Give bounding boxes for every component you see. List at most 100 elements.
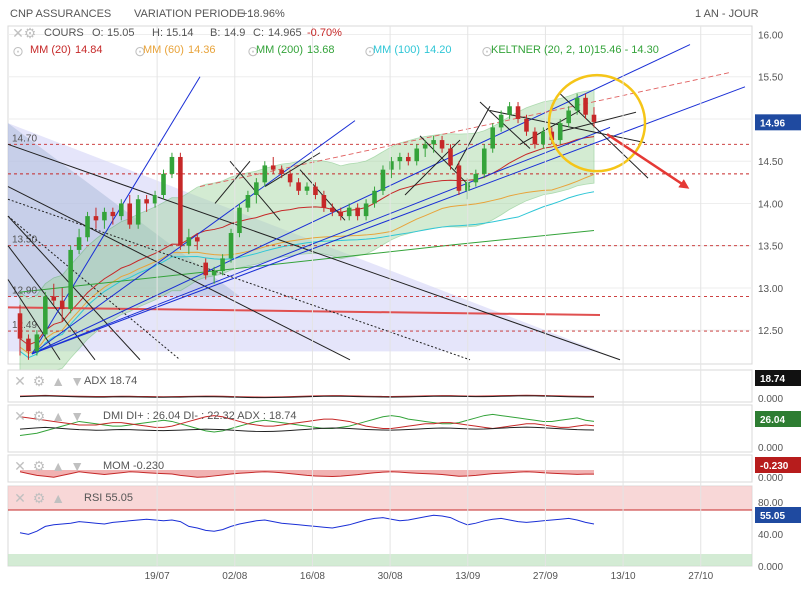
mm60-line (19, 173, 595, 355)
close-icon[interactable]: ✕ (14, 373, 26, 389)
candle-body (422, 144, 428, 149)
candle-body (59, 300, 65, 310)
candle-body (389, 161, 394, 170)
arrow-up-icon[interactable]: ▲ (51, 458, 66, 474)
arrow-up-icon[interactable]: ▲ (51, 490, 66, 506)
close-icon[interactable]: ✕ (14, 408, 26, 424)
price-panel: 16.0015.5015.0014.5014.0013.5013.0012.50… (7, 25, 801, 392)
pitchfork-line (214, 160, 251, 204)
candle-body (490, 127, 495, 149)
candle-body (194, 237, 200, 242)
legend-close: 14.965 (268, 27, 302, 39)
y-tick-label: 13.50 (758, 242, 783, 253)
candle-body (456, 165, 462, 191)
dmi-line-adx (19, 426, 595, 433)
candle-body (51, 296, 57, 301)
candle-body (397, 156, 403, 162)
mom-panel: 0.000-0.230 (7, 454, 801, 484)
pitchfork-line (454, 106, 491, 170)
candle-body (85, 216, 90, 238)
rsi-value-text: 55.05 (105, 492, 133, 504)
candle-body (330, 207, 335, 212)
visibility-icon[interactable]: ⊙ (247, 43, 259, 59)
arrow-down-icon[interactable]: ▼ (70, 373, 85, 389)
close-icon[interactable]: ✕ (14, 458, 26, 474)
gear-icon[interactable]: ⚙ (23, 25, 37, 41)
legend-cours: COURS (44, 27, 84, 39)
mom-area (20, 470, 594, 478)
fan-line (7, 215, 141, 361)
value-badge (755, 457, 801, 473)
gear-icon[interactable]: ⚙ (32, 408, 46, 424)
legend-mm60: 14.36 (188, 44, 216, 56)
y-tick-label: 0.000 (758, 394, 783, 405)
legend-open: 15.05 (107, 27, 135, 39)
candle-body (574, 97, 580, 111)
candle-body (152, 195, 158, 204)
candle-body (237, 207, 242, 234)
period-label[interactable]: 1 AN - JOUR (695, 8, 759, 20)
highlight-circle (547, 73, 647, 173)
candle-body (304, 186, 310, 191)
candle-body (102, 211, 107, 221)
candle-body (169, 156, 175, 174)
value-badge-text: -0.230 (760, 461, 789, 472)
visibility-icon[interactable]: ⊙ (134, 43, 146, 59)
candle-body (220, 258, 225, 272)
last-price-text: 14.96 (760, 118, 785, 129)
rsi-overbought-zone (8, 486, 752, 510)
fan-line-dotted (7, 215, 181, 361)
rsi-label: RSI 55.05 (84, 492, 133, 504)
candle-body (93, 216, 99, 221)
arrow-up-icon[interactable]: ▲ (51, 408, 66, 424)
candle-body (583, 97, 588, 115)
legend-mm60-label: MM (60) (143, 44, 184, 56)
adx-line (19, 395, 595, 399)
x-tick-label: 30/08 (378, 571, 403, 582)
mm20-line (19, 136, 595, 346)
y-tick-label: 15.50 (758, 73, 783, 84)
candle-body (110, 211, 116, 217)
mom-label-text: MOM (103, 460, 130, 472)
mm100-line (19, 191, 595, 359)
fan-line-blue (31, 44, 691, 355)
dmi-line-di (19, 415, 595, 430)
close-icon[interactable]: ✕ (14, 490, 26, 506)
legend-keltner: 15.46 - 14.30 (594, 44, 659, 56)
panel-frame (7, 454, 753, 483)
adx-toolbar: ✕ ⚙ ▲ ▼ (12, 374, 85, 389)
y-tick-label: 0.000 (758, 562, 783, 573)
gear-icon[interactable]: ⚙ (32, 458, 46, 474)
last-price-badge (755, 114, 801, 131)
candle-body (431, 140, 436, 145)
visibility-icon[interactable]: ⊙ (12, 43, 24, 59)
arrow-up-icon[interactable]: ▲ (51, 373, 66, 389)
legend-high: 15.14 (166, 27, 194, 39)
arrow-down-icon[interactable]: ▼ (70, 458, 85, 474)
candle-body (524, 118, 529, 132)
candle-body (279, 169, 284, 174)
level-label: 14.70 (12, 133, 37, 144)
gear-icon[interactable]: ⚙ (32, 373, 46, 389)
fan-line (7, 186, 351, 361)
candle-body (557, 123, 563, 141)
rsi-panel: 80.00 40.00 0.000 55.05 (7, 485, 801, 573)
legend-change: -0.70% (307, 27, 342, 39)
candle-body (473, 173, 479, 183)
instrument-title: CNP ASSURANCES (10, 8, 112, 20)
candle-body (515, 106, 521, 119)
visibility-icon[interactable]: ⊙ (364, 43, 376, 59)
legend-open-label: O: (92, 27, 104, 39)
fan-line (7, 143, 621, 361)
legend-mm20-label: MM (20) (30, 44, 71, 56)
close-icon[interactable]: ✕ (12, 25, 24, 41)
candle-body (119, 203, 124, 217)
legend-low-label: B: (210, 27, 221, 39)
pitchfork-line (479, 101, 531, 149)
gear-icon[interactable]: ⚙ (32, 490, 46, 506)
visibility-icon[interactable]: ⊙ (481, 43, 493, 59)
arrow-down-icon[interactable]: ▼ (70, 408, 85, 424)
candle-body (507, 106, 512, 115)
y-tick-label: 0.000 (758, 443, 783, 454)
candle-body (346, 207, 352, 217)
